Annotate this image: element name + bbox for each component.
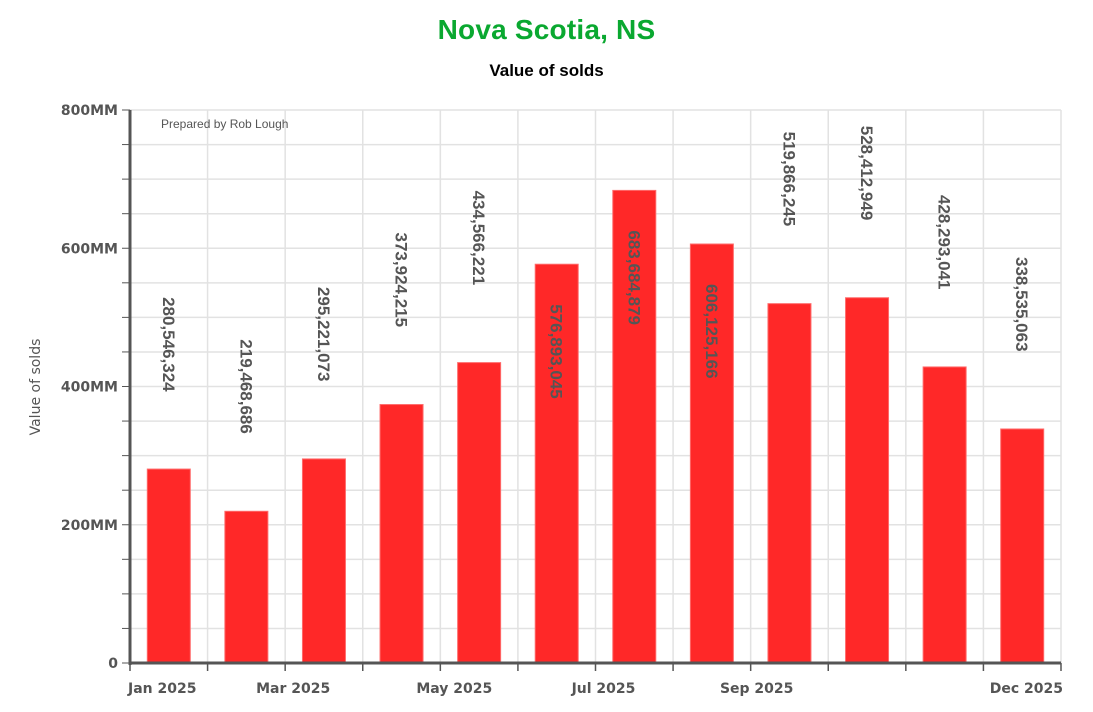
x-tick-label: May 2025: [416, 681, 492, 697]
chart-subtitle: Value of solds: [489, 61, 604, 80]
value-label: 434,566,221: [469, 191, 488, 286]
bars: [146, 189, 1045, 664]
value-label: 295,221,073: [314, 287, 333, 382]
value-label: 528,412,949: [857, 126, 876, 221]
value-label: 428,293,041: [935, 195, 954, 290]
gridlines: [130, 109, 1062, 664]
bar-nov-2025[interactable]: [922, 366, 967, 664]
bar-feb-2025[interactable]: [224, 510, 269, 664]
value-label: 683,684,879: [624, 230, 643, 325]
y-tick-label: 0: [108, 656, 118, 672]
bar-dec-2025[interactable]: [1000, 428, 1045, 664]
y-tick-label: 200MM: [61, 518, 118, 534]
axes: 0 200MM 400MM 600MM 800MM Jan 2025 Mar 2025 May…: [61, 103, 1063, 697]
bar-mar-2025[interactable]: [301, 458, 346, 664]
bar-jun-2025[interactable]: [534, 263, 579, 664]
bar-jul-2025[interactable]: [612, 189, 657, 664]
bar-may-2025[interactable]: [457, 362, 502, 664]
x-tick-label: Jan 2025: [127, 681, 196, 697]
y-tick-label: 800MM: [61, 103, 118, 119]
value-label: 606,125,166: [702, 284, 721, 379]
credit-annotation: Prepared by Rob Lough: [161, 117, 289, 131]
y-tick-label: 400MM: [61, 380, 118, 396]
bar-jan-2025[interactable]: [146, 468, 191, 664]
x-tick-label: Mar 2025: [256, 681, 330, 697]
value-labels: 280,546,324 219,468,686 295,221,073 373,924…: [159, 126, 1031, 434]
bar-apr-2025[interactable]: [379, 404, 424, 664]
value-label: 576,893,045: [547, 304, 566, 399]
value-label: 373,924,215: [392, 233, 411, 328]
x-tick-label: Sep 2025: [720, 681, 793, 697]
x-tick-label: Jul 2025: [571, 681, 636, 697]
chart-title: Nova Scotia, NS: [437, 14, 656, 45]
bar-oct-2025[interactable]: [845, 297, 890, 664]
value-label: 338,535,063: [1012, 257, 1031, 352]
value-label: 219,468,686: [236, 339, 255, 434]
bar-sep-2025[interactable]: [767, 303, 812, 664]
x-tick-label: Dec 2025: [990, 681, 1063, 697]
y-tick-label: 600MM: [61, 241, 118, 257]
value-label: 280,546,324: [159, 297, 178, 392]
value-label: 519,866,245: [779, 132, 798, 227]
